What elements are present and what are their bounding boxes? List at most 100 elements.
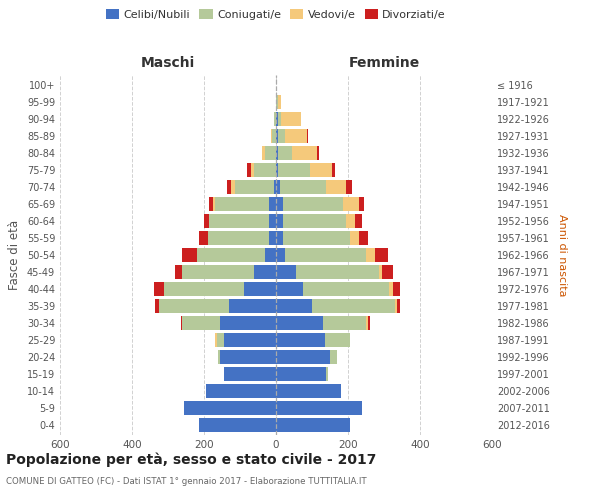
Bar [285,248,366,262]
Bar [323,316,366,330]
Bar [269,197,276,212]
Bar [276,163,278,178]
Bar [276,95,278,110]
Bar [296,265,379,279]
Bar [397,298,400,313]
Text: COMUNE DI GATTEO (FC) - Dati ISTAT 1° gennaio 2017 - Elaborazione TUTTITALIA.IT: COMUNE DI GATTEO (FC) - Dati ISTAT 1° ge… [6,478,367,486]
Bar [265,146,276,160]
Bar [262,146,265,160]
Bar [276,112,278,126]
Bar [310,163,332,178]
Bar [209,197,213,212]
Bar [247,163,251,178]
Bar [254,163,276,178]
Bar [276,384,341,398]
Bar [278,146,292,160]
Bar [379,265,382,279]
Bar [265,248,276,262]
Bar [217,332,224,347]
Bar [283,231,350,245]
Bar [281,112,301,126]
Bar [276,197,283,212]
Bar [280,180,326,194]
Text: Femmine: Femmine [349,56,419,70]
Bar [307,129,308,144]
Bar [215,332,217,347]
Bar [276,282,303,296]
Bar [276,265,296,279]
Bar [154,282,164,296]
Bar [209,214,269,228]
Bar [235,180,274,194]
Bar [312,298,395,313]
Bar [199,231,208,245]
Bar [278,129,285,144]
Bar [227,180,231,194]
Y-axis label: Anni di nascita: Anni di nascita [557,214,566,296]
Bar [182,248,197,262]
Bar [283,214,346,228]
Bar [197,248,265,262]
Bar [155,298,159,313]
Bar [213,197,215,212]
Bar [276,298,312,313]
Bar [395,298,397,313]
Bar [276,316,323,330]
Bar [375,248,388,262]
Bar [229,298,276,313]
Bar [350,231,359,245]
Bar [220,350,276,364]
Bar [382,265,393,279]
Bar [292,146,317,160]
Bar [389,282,393,296]
Bar [278,163,310,178]
Bar [182,316,220,330]
Bar [366,248,375,262]
Bar [276,418,350,432]
Bar [276,366,326,381]
Bar [326,180,346,194]
Bar [175,265,182,279]
Bar [276,180,280,194]
Bar [251,163,254,178]
Bar [269,214,276,228]
Bar [254,265,276,279]
Bar [326,366,328,381]
Bar [164,282,244,296]
Bar [359,231,368,245]
Bar [274,180,276,194]
Bar [276,214,283,228]
Bar [199,418,276,432]
Bar [285,129,307,144]
Bar [218,350,220,364]
Bar [283,197,343,212]
Bar [269,231,276,245]
Bar [206,384,276,398]
Bar [366,316,368,330]
Bar [276,350,330,364]
Legend: Celibi/Nubili, Coniugati/e, Vedovi/e, Divorziati/e: Celibi/Nubili, Coniugati/e, Vedovi/e, Di… [103,6,449,23]
Text: Popolazione per età, sesso e stato civile - 2017: Popolazione per età, sesso e stato civil… [6,452,376,467]
Bar [303,282,389,296]
Bar [159,298,229,313]
Bar [278,112,281,126]
Bar [332,163,335,178]
Bar [182,265,254,279]
Bar [208,231,269,245]
Bar [343,197,359,212]
Bar [231,180,235,194]
Bar [346,214,355,228]
Bar [204,214,209,228]
Text: Maschi: Maschi [141,56,195,70]
Bar [276,129,278,144]
Bar [271,129,272,144]
Bar [272,129,276,144]
Bar [274,112,276,126]
Bar [346,180,352,194]
Bar [276,248,285,262]
Bar [181,316,182,330]
Bar [278,95,281,110]
Bar [276,332,325,347]
Bar [359,197,364,212]
Bar [224,366,276,381]
